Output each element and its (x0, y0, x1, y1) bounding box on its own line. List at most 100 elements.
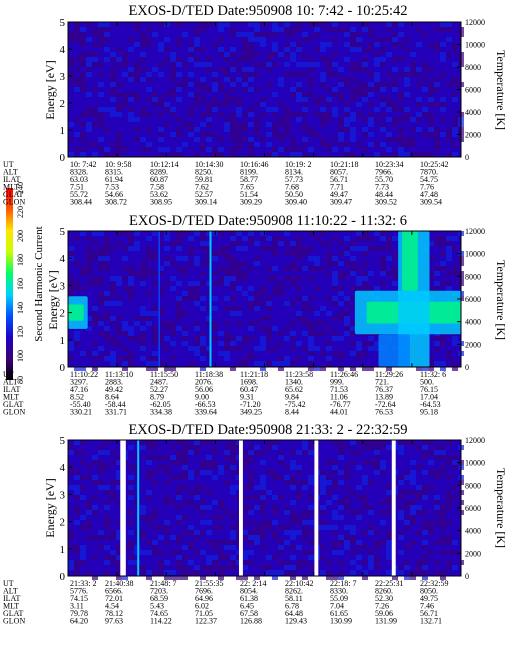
y2-axis-label: Temperature [K] (494, 468, 505, 548)
noise-cell (206, 321, 212, 326)
noise-cell (410, 540, 416, 545)
noise-cell (422, 545, 428, 550)
noise-cell (428, 276, 434, 281)
noise-cell (110, 480, 116, 485)
noise-cell (218, 555, 224, 560)
noise-cell (272, 346, 278, 351)
noise-cell (230, 525, 236, 530)
noise-cell (146, 520, 152, 525)
noise-cell (68, 470, 74, 475)
noise-cell (230, 87, 236, 92)
noise-cell (452, 565, 458, 570)
noise-cell (200, 261, 206, 266)
orbit-table-cell: 52.30 (375, 594, 393, 603)
noise-cell (104, 32, 110, 37)
noise-cell (74, 545, 80, 550)
noise-cell (170, 341, 176, 346)
noise-cell (188, 281, 194, 286)
noise-cell (98, 256, 104, 261)
noise-cell (272, 147, 278, 152)
noise-cell (344, 152, 350, 157)
orbit-table-cell: 8330. (330, 587, 348, 596)
noise-cell (116, 152, 122, 157)
noise-cell (218, 550, 224, 555)
noise-cell (296, 241, 302, 246)
noise-cell (380, 142, 386, 147)
noise-cell (350, 530, 356, 535)
noise-cell (284, 132, 290, 137)
noise-cell (332, 37, 338, 42)
noise-cell (272, 47, 278, 52)
noise-cell (224, 102, 230, 107)
noise-cell (434, 336, 440, 341)
noise-cell (194, 346, 200, 351)
orbit-table-cell: 7.58 (150, 183, 164, 192)
orbit-table-cell: 56.71 (420, 609, 438, 618)
noise-cell (368, 82, 374, 87)
noise-cell (176, 565, 182, 570)
noise-cell (392, 276, 398, 281)
noise-cell (122, 346, 128, 351)
orbit-table-cell: 13.89 (375, 393, 393, 402)
noise-cell (200, 510, 206, 515)
noise-cell (260, 32, 266, 37)
noise-cell (290, 321, 296, 326)
noise-cell (326, 241, 332, 246)
noise-cell (254, 346, 260, 351)
noise-cell (302, 480, 308, 485)
noise-cell (374, 530, 380, 535)
noise-cell (308, 540, 314, 545)
noise-cell (206, 102, 212, 107)
noise-cell (158, 47, 164, 52)
noise-cell (80, 550, 86, 555)
noise-cell (290, 460, 296, 465)
noise-cell (380, 470, 386, 475)
noise-cell (380, 62, 386, 67)
noise-cell (80, 271, 86, 276)
noise-cell (236, 321, 242, 326)
noise-cell (194, 530, 200, 535)
noise-cell (284, 510, 290, 515)
noise-cell (260, 97, 266, 102)
noise-cell (212, 281, 218, 286)
noise-cell (86, 67, 92, 72)
noise-cell (164, 570, 170, 575)
noise-cell (344, 27, 350, 32)
noise-cell (386, 510, 392, 515)
noise-cell (218, 67, 224, 72)
noise-cell (344, 311, 350, 316)
noise-cell (260, 336, 266, 341)
noise-cell (254, 296, 260, 301)
noise-cell (260, 490, 266, 495)
noise-cell (200, 520, 206, 525)
noise-cell (374, 455, 380, 460)
orbit-table-cell: 6.78 (285, 602, 299, 611)
noise-cell (338, 137, 344, 142)
noise-cell (146, 127, 152, 132)
noise-cell (368, 550, 374, 555)
orbit-row-label: GLON (3, 617, 25, 626)
noise-cell (104, 241, 110, 246)
orbit-table-cell: -72.64 (375, 400, 396, 409)
noise-cell (356, 341, 362, 346)
noise-cell (338, 570, 344, 575)
noise-cell (104, 316, 110, 321)
noise-cell (404, 490, 410, 495)
noise-cell (200, 331, 206, 336)
noise-cell (92, 535, 98, 540)
noise-cell (170, 445, 176, 450)
orbit-table-cell: 22:18: 7 (330, 579, 356, 588)
noise-cell (296, 72, 302, 77)
noise-cell (386, 540, 392, 545)
noise-cell (404, 142, 410, 147)
noise-cell (302, 515, 308, 520)
noise-cell (146, 361, 152, 366)
noise-cell (176, 82, 182, 87)
noise-cell (248, 231, 254, 236)
noise-cell (242, 291, 248, 296)
noise-cell (206, 570, 212, 575)
noise-cell (380, 236, 386, 241)
noise-cell (74, 440, 80, 445)
